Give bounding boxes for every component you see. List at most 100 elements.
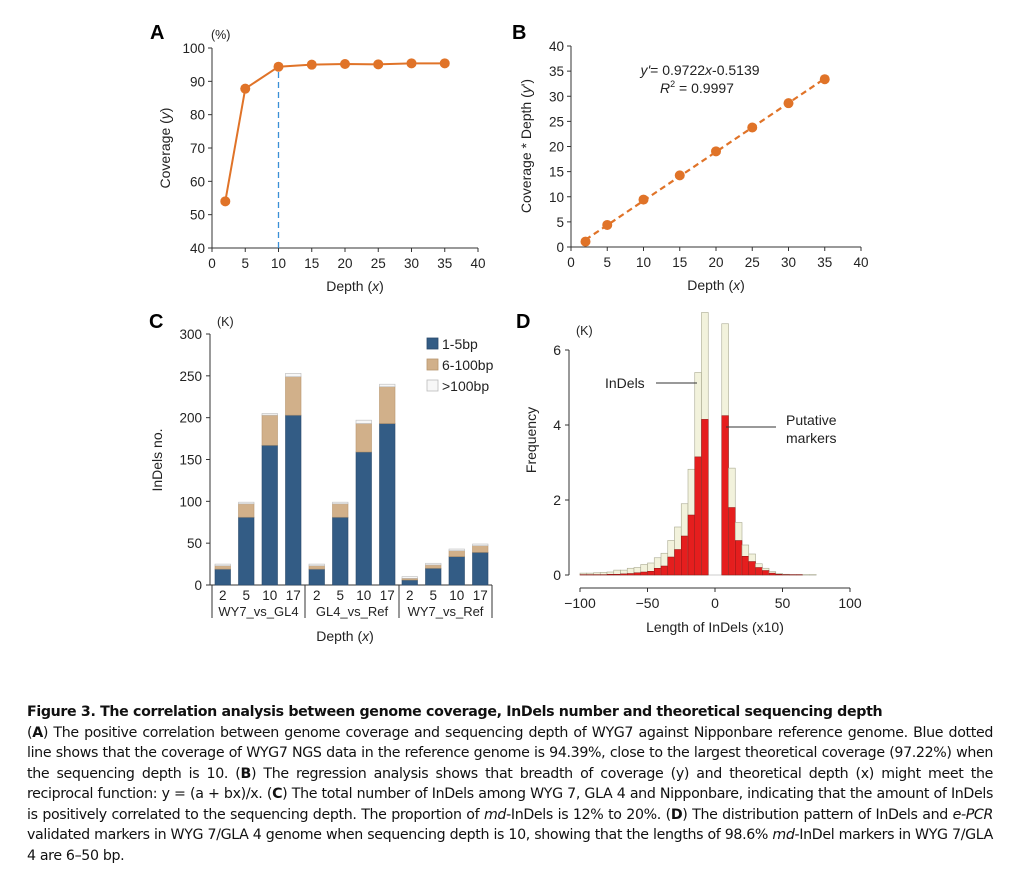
panel-a-y-tick-label: 100	[182, 41, 205, 56]
panel-c-bar-segment	[238, 516, 255, 586]
panel-d-marker-bar	[640, 571, 648, 576]
panel-d-marker-bar	[647, 571, 655, 576]
panel-a-data-point	[220, 196, 231, 207]
panel-b-data-point	[819, 74, 830, 85]
panel-b-axes: 0 5 10 15 20 25 30 35 40 0 5 10 15 20 25 30 35 40	[549, 39, 869, 270]
panel-a-x-axis-label: Depth (x)	[326, 278, 384, 294]
panel-b-y-tick-label: 25	[549, 114, 564, 129]
panel-a-x-tick-label: 20	[337, 256, 352, 271]
panel-a-x-tick-label: 0	[208, 256, 216, 271]
panel-d-marker-bar	[701, 419, 709, 576]
panel-c-legend-label: 1-5bp	[442, 336, 478, 352]
panel-a-x-tick-label: 10	[271, 256, 286, 271]
panel-c-bar-segment	[332, 503, 349, 518]
panel-b-equation: y'= 0.9722x-0.5139	[639, 62, 759, 78]
panel-b-data-point	[747, 122, 758, 133]
panel-c-group-label: WY7_vs_Ref	[408, 604, 484, 619]
panel-a-data-point	[306, 59, 317, 70]
panel-c-bar-segment	[285, 376, 302, 416]
caption-segment: (	[27, 724, 33, 741]
panel-c-bar-segment	[472, 545, 489, 553]
panel-c-bar-segment	[285, 373, 302, 377]
panel-d-x-tick-label: 50	[775, 595, 791, 611]
panel-c-y-tick-label: 250	[179, 369, 202, 384]
panel-c-bar-segment	[425, 562, 442, 566]
figure-caption-title: Figure 3. The correlation analysis betwe…	[27, 704, 883, 720]
caption-segment: -InDel markers in WYG 7/GLA 4 are 6–50 b…	[27, 827, 993, 864]
panel-d-y-tick-label: 6	[553, 342, 561, 358]
panel-c-letter: C	[149, 311, 163, 333]
panel-b-x-tick-label: 0	[567, 255, 575, 270]
caption-segment: e-PCR	[952, 806, 994, 823]
panel-b-x-tick-label: 20	[708, 255, 723, 270]
panel-d-marker-bar	[741, 556, 749, 576]
panel-b-x-tick-label: 5	[603, 255, 611, 270]
panel-d-marker-bar	[660, 565, 668, 576]
panel-c-y-tick-label: 100	[179, 494, 202, 509]
panel-c-bar-segment	[238, 501, 255, 505]
panel-c-x-tick-label: 10	[449, 588, 464, 603]
panel-c-bar-segment	[332, 501, 349, 505]
panel-b-x-tick-label: 15	[672, 255, 687, 270]
panel-c-bar-segment	[285, 414, 302, 586]
panel-a-x-tick-label: 35	[437, 256, 452, 271]
panel-a-x-tick-label: 25	[371, 256, 386, 271]
panel-c-y-axis-label: InDels no.	[149, 428, 165, 491]
panel-c-bar-segment	[425, 564, 442, 569]
panel-c-bar-segment	[261, 414, 278, 446]
panel-c-bar-segment	[401, 576, 418, 579]
panel-d-marker-bar	[633, 572, 641, 576]
panel-c-y-tick-label: 50	[187, 536, 202, 551]
panel-b-x-axis-label: Depth (x)	[687, 277, 745, 293]
panel-d-indels-annotation-label: InDels	[605, 375, 645, 391]
panel-c-y-tick-label: 0	[194, 578, 202, 593]
panel-a-x-tick-label: 15	[304, 256, 319, 271]
caption-segment: C	[272, 786, 283, 802]
panel-d-marker-bar	[694, 456, 702, 576]
panel-c-x-tick-label: 17	[380, 588, 395, 603]
panel-a-x-tick-label: 30	[404, 256, 419, 271]
panel-c-legend-swatch	[426, 379, 439, 392]
panel-c-bar-segment	[261, 444, 278, 586]
panel-c-bar-segment	[308, 563, 325, 567]
caption-segment: A	[32, 724, 43, 741]
panel-b-x-tick-label: 25	[745, 255, 760, 270]
panel-a-y-tick-label: 40	[190, 241, 205, 256]
panel-b-y-tick-label: 10	[549, 190, 564, 205]
panel-b-y-tick-label: 20	[549, 140, 564, 155]
panel-c-legend-label: 6-100bp	[442, 357, 494, 373]
caption-segment: ) The regression analysis shows that bre…	[27, 765, 993, 803]
panel-c-x-axis-label: Depth (x)	[316, 628, 374, 644]
panel-c-x-tick-label: 2	[313, 588, 321, 603]
panel-a-y-axis-label: Coverage (y)	[157, 108, 173, 189]
panel-b-data-point	[580, 236, 591, 247]
panel-d-marker-bar	[762, 570, 770, 576]
panel-c-bar-segment	[214, 565, 231, 570]
panel-c-bar-segment	[308, 568, 325, 586]
caption-segment: md	[483, 806, 507, 823]
panel-b-x-tick-label: 35	[817, 255, 832, 270]
panel-a-series-line	[224, 62, 445, 202]
panel-c-bar-segment	[425, 567, 442, 586]
panel-c-x-tick-label: 2	[406, 588, 414, 603]
panel-a-y-unit: (%)	[211, 28, 230, 42]
panel-c-bar-segment	[472, 543, 489, 546]
caption-segment: ) The distribution pattern of InDels and	[682, 806, 953, 823]
panel-a-x-tick-label: 40	[470, 256, 485, 271]
panel-d-marker-bar	[613, 574, 621, 576]
caption-segment: validated markers in WYG 7/GLA 4 genome …	[27, 827, 773, 843]
caption-segment: ) The total number of InDels among WYG 7…	[27, 786, 994, 823]
panel-d-y-axis-label: Frequency	[523, 407, 539, 473]
panel-d-marker-bar	[735, 540, 743, 576]
panel-d-y-tick-label: 2	[553, 492, 561, 508]
panel-d-x-axis-label: Length of InDels (x10)	[646, 619, 784, 635]
panel-c-bar-segment	[332, 516, 349, 586]
panel-a-y-tick-label: 50	[190, 208, 205, 223]
panel-d-marker-bar	[667, 556, 675, 576]
panel-d-y-tick-label: 0	[553, 567, 561, 583]
panel-c-x-tick-label: 2	[219, 588, 227, 603]
caption-segment: md	[772, 827, 795, 843]
panel-d-marker-bar	[721, 415, 729, 576]
panel-d-x-tick-label: −50	[636, 595, 660, 611]
